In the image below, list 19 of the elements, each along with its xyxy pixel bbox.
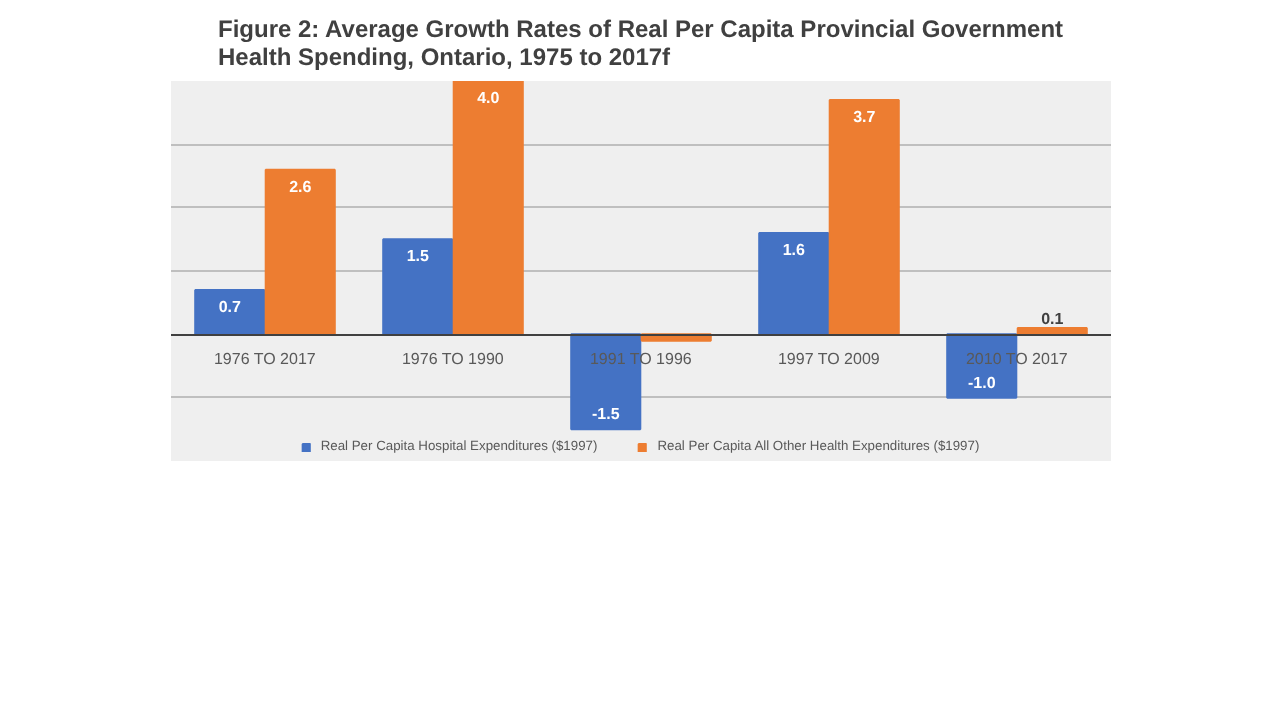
x-tick-label: 1976 TO 1990	[402, 350, 505, 369]
chart-title: Figure 2: Average Growth Rates of Real Per Capita Provincial Government Health Spending, Ontario, 1975 to 2017f	[217, 15, 1064, 71]
data-label: 2.6	[289, 177, 313, 196]
x-tick-label: 1997 TO 2009	[778, 350, 881, 369]
data-label: 0.1	[1041, 310, 1065, 328]
bar	[264, 168, 336, 336]
data-label: 0.7	[218, 298, 242, 316]
x-tick-label: 1976 TO 2017	[214, 350, 317, 369]
bar	[382, 238, 454, 336]
bar	[194, 289, 266, 336]
data-label: 1.6	[782, 241, 806, 259]
bar	[452, 81, 524, 336]
data-label: 4.0	[477, 89, 501, 107]
bar	[828, 99, 900, 336]
bar	[758, 232, 830, 336]
data-label: -1.0	[967, 373, 997, 392]
data-label: 3.7	[853, 108, 877, 126]
data-label: 1.5	[406, 247, 430, 266]
data-label: -1.5	[591, 405, 621, 424]
